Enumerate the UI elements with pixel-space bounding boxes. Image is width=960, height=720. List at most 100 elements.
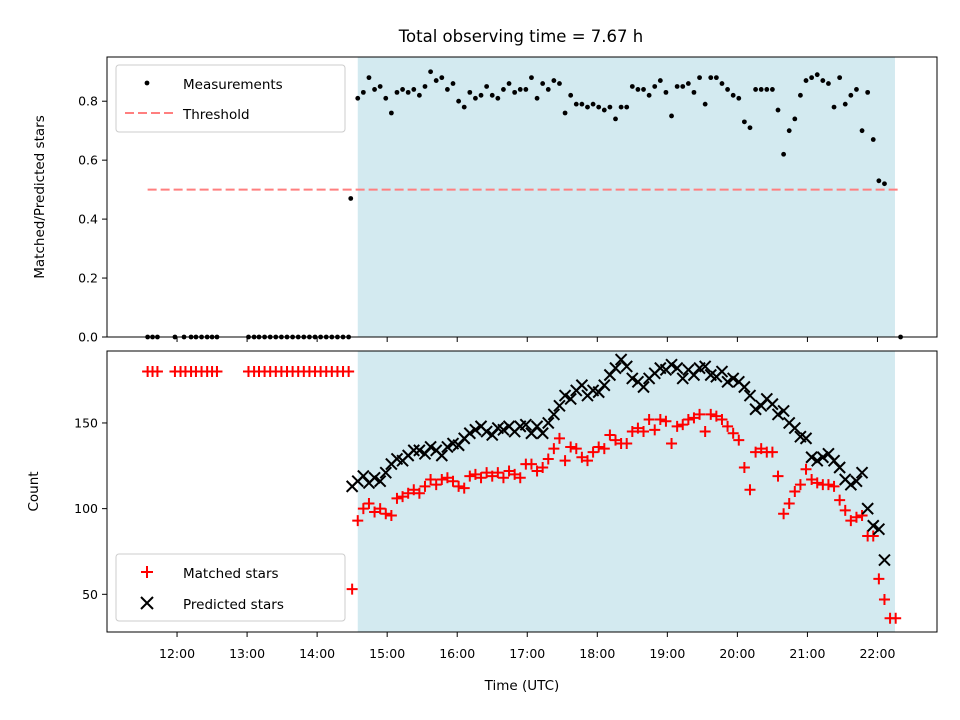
- y-tick-label: 0.6: [78, 153, 98, 168]
- legend-predicted-marker: [140, 596, 154, 610]
- measurement-point: [501, 87, 506, 92]
- predicted-star-point: [872, 522, 886, 536]
- bottom-y-axis-label: Count: [26, 471, 42, 511]
- matched-star-point: [856, 509, 868, 521]
- measurement-point: [798, 92, 803, 98]
- matched-star-point: [722, 420, 734, 432]
- measurement-point: [506, 81, 512, 86]
- matched-star-point: [352, 515, 364, 527]
- measurement-point: [355, 95, 361, 101]
- measurement-point: [461, 104, 467, 110]
- measurement-point: [635, 87, 641, 92]
- measurement-point: [400, 87, 405, 92]
- bottom-y-ticks: 50 100 150: [74, 415, 107, 602]
- matched-star-point: [425, 474, 437, 486]
- matched-star-point: [486, 470, 498, 482]
- matched-star-point: [357, 503, 369, 515]
- predicted-star-point: [721, 375, 734, 389]
- matched-star-point: [660, 415, 672, 427]
- matched-star-point: [604, 429, 616, 441]
- measurement-point: [758, 87, 764, 92]
- predicted-star-point: [497, 423, 510, 437]
- bottom-legend: Matched stars Predicted stars: [115, 553, 346, 622]
- measurement-point: [478, 92, 484, 98]
- matched-star-point: [789, 486, 801, 497]
- top-x-ticks: [176, 337, 878, 342]
- measurement-point: [820, 78, 826, 83]
- matched-star-point: [694, 408, 706, 420]
- matched-star-point: [565, 441, 577, 453]
- matched-star-point: [677, 419, 689, 431]
- matched-star-point: [581, 455, 593, 467]
- x-tick-label: 22:00: [859, 646, 895, 661]
- matched-star-point: [621, 438, 633, 450]
- measurement-point: [596, 104, 602, 110]
- predicted-star-point: [637, 380, 650, 394]
- x-tick-label: 13:00: [229, 646, 265, 661]
- predicted-star-point: [441, 440, 454, 454]
- measurement-point: [725, 87, 730, 92]
- measurement-point: [517, 87, 523, 92]
- y-tick-label: 100: [74, 501, 98, 516]
- predicted-star-point: [609, 361, 622, 375]
- measurement-point: [573, 101, 579, 107]
- matched-star-point: [576, 451, 588, 463]
- matched-star-point: [783, 497, 795, 509]
- measurement-point: [781, 151, 787, 157]
- bottom-observing-window: [357, 351, 895, 632]
- matched-star-point: [649, 424, 661, 436]
- predicted-star-point: [553, 399, 566, 413]
- matched-star-point: [408, 484, 420, 496]
- matched-star-point: [800, 463, 812, 475]
- y-tick-label: 0.0: [78, 330, 98, 345]
- measurement-point: [826, 81, 831, 86]
- predicted-star-point: [878, 553, 891, 567]
- x-tick-label: 15:00: [369, 646, 405, 661]
- matched-star-point: [402, 487, 414, 499]
- matched-star-point: [772, 470, 784, 482]
- predicted-star-point: [670, 361, 684, 375]
- measurement-point: [719, 81, 725, 86]
- measurement-point: [663, 89, 669, 95]
- matched-star-point: [716, 414, 728, 426]
- x-axis-label: Time (UTC): [484, 678, 560, 694]
- matched-star-point: [878, 593, 890, 605]
- matched-star-point: [587, 446, 599, 458]
- legend-measurements-label: Measurements: [183, 77, 283, 93]
- measurement-point: [433, 78, 439, 83]
- matched-star-point: [806, 474, 818, 486]
- predicted-star-point: [833, 461, 846, 474]
- matched-star-point: [385, 509, 397, 521]
- bottom-legend-box: [115, 553, 346, 622]
- predicted-star-point: [805, 451, 818, 464]
- predicted-star-point: [368, 471, 381, 485]
- y-tick-label: 0.4: [78, 212, 98, 227]
- matched-star-point: [733, 434, 745, 446]
- x-tick-label: 17:00: [509, 646, 545, 661]
- predicted-star-point: [867, 519, 880, 532]
- measurement-point: [484, 84, 490, 89]
- matched-star-point: [845, 515, 857, 527]
- x-tick-label: 21:00: [789, 646, 825, 661]
- predicted-star-point: [463, 427, 477, 440]
- measurement-point: [568, 92, 574, 98]
- measurement-point: [618, 104, 624, 110]
- predicted-star-point: [542, 416, 555, 430]
- legend-measurements-marker: [144, 80, 150, 86]
- predicted-star-point: [855, 466, 869, 479]
- matched-star-point: [553, 432, 565, 444]
- predicted-star-point: [424, 440, 437, 454]
- y-tick-label: 50: [82, 587, 98, 602]
- matched-star-point: [638, 426, 650, 438]
- matched-star-point: [492, 467, 504, 479]
- predicted-star-point: [379, 466, 392, 479]
- matched-star-point: [514, 472, 526, 484]
- matched-star-point: [727, 427, 739, 439]
- measurement-point: [348, 196, 354, 201]
- matched-star-point: [828, 480, 840, 492]
- measurement-point: [411, 87, 417, 92]
- measurement-point: [747, 125, 753, 131]
- top-legend-box: [115, 64, 346, 133]
- measurement-point: [388, 110, 394, 116]
- measurement-point: [753, 87, 758, 92]
